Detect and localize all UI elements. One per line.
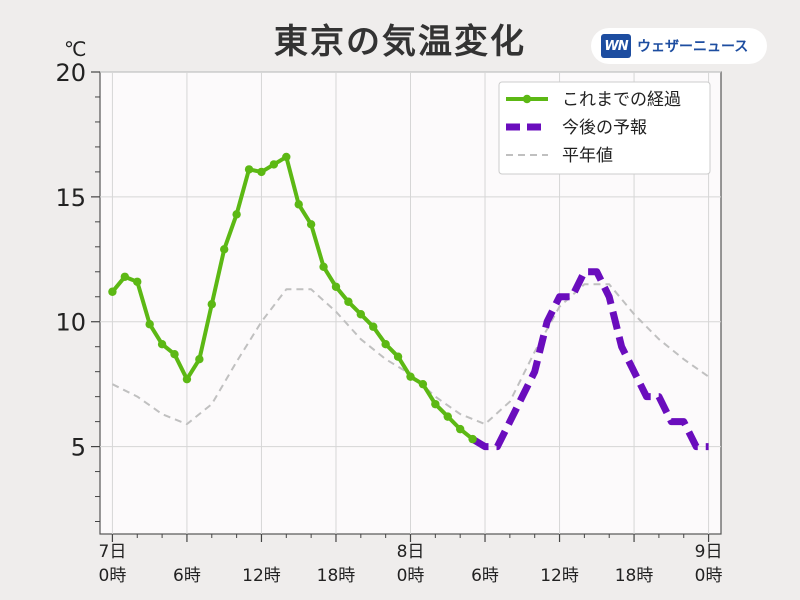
data-point (344, 297, 353, 306)
x-tick-label: 0時 (397, 566, 425, 586)
data-point (431, 399, 440, 409)
data-point (381, 340, 390, 349)
weathernews-logo: WN ウェザーニュース (591, 28, 767, 64)
y-tick-label: 20 (55, 59, 86, 87)
data-point (468, 434, 477, 444)
chart-title: 東京の気温変化 (274, 22, 526, 62)
data-point (269, 160, 279, 169)
x-tick-label: 18時 (317, 566, 356, 586)
x-tick-label: 7日 (99, 542, 127, 562)
data-point (356, 310, 366, 319)
data-point (244, 165, 254, 174)
x-tick-label: 12時 (540, 566, 579, 586)
series-layer (108, 152, 710, 451)
data-point (145, 320, 154, 329)
data-point (282, 152, 291, 162)
logo-text: ウェザーニュース (637, 39, 749, 55)
data-point (294, 200, 303, 209)
data-point (170, 349, 179, 359)
data-point (455, 424, 465, 434)
data-point (418, 379, 428, 389)
y-tick-label: 15 (55, 184, 86, 212)
legend-marker (522, 94, 532, 104)
x-tick-label: 12時 (242, 566, 281, 586)
x-tick-label: 0時 (695, 566, 723, 586)
legend-box (498, 81, 711, 175)
data-point (232, 210, 241, 219)
data-point (182, 374, 192, 384)
series-line-1 (470, 268, 709, 451)
data-point (108, 287, 117, 296)
data-point (120, 272, 130, 281)
legend-label: 今後の予報 (562, 118, 647, 138)
logo-mark-icon: WN (601, 34, 631, 58)
data-point (157, 340, 167, 349)
data-point (393, 352, 403, 361)
x-tick-label: 0時 (99, 566, 127, 586)
data-point (195, 354, 204, 364)
data-point (331, 282, 341, 291)
x-tick-label: 6時 (471, 566, 499, 586)
data-point (443, 412, 452, 421)
y-tick-label: 10 (55, 309, 86, 337)
x-tick-label: 6時 (173, 566, 201, 586)
y-axis-unit: ℃ (64, 37, 86, 61)
x-tick-label: 8日 (397, 542, 425, 562)
data-point (207, 300, 216, 309)
x-tick-label: 9日 (695, 542, 723, 562)
x-tick-label: 18時 (615, 566, 654, 586)
data-point (319, 262, 328, 271)
data-point (257, 167, 266, 177)
axes: 7日 0時 6時 12時 18時 8日 0時 6時 12時 18時 9日 0時 5 10 15 20 (55, 59, 722, 586)
data-point (369, 322, 378, 331)
legend-label: 平年値 (562, 146, 613, 166)
data-point (133, 277, 142, 286)
data-point (406, 372, 415, 381)
data-point (220, 245, 229, 254)
data-point (306, 220, 316, 229)
y-tick-label: 5 (71, 434, 86, 462)
legend-label: これまでの経過 (562, 90, 681, 110)
